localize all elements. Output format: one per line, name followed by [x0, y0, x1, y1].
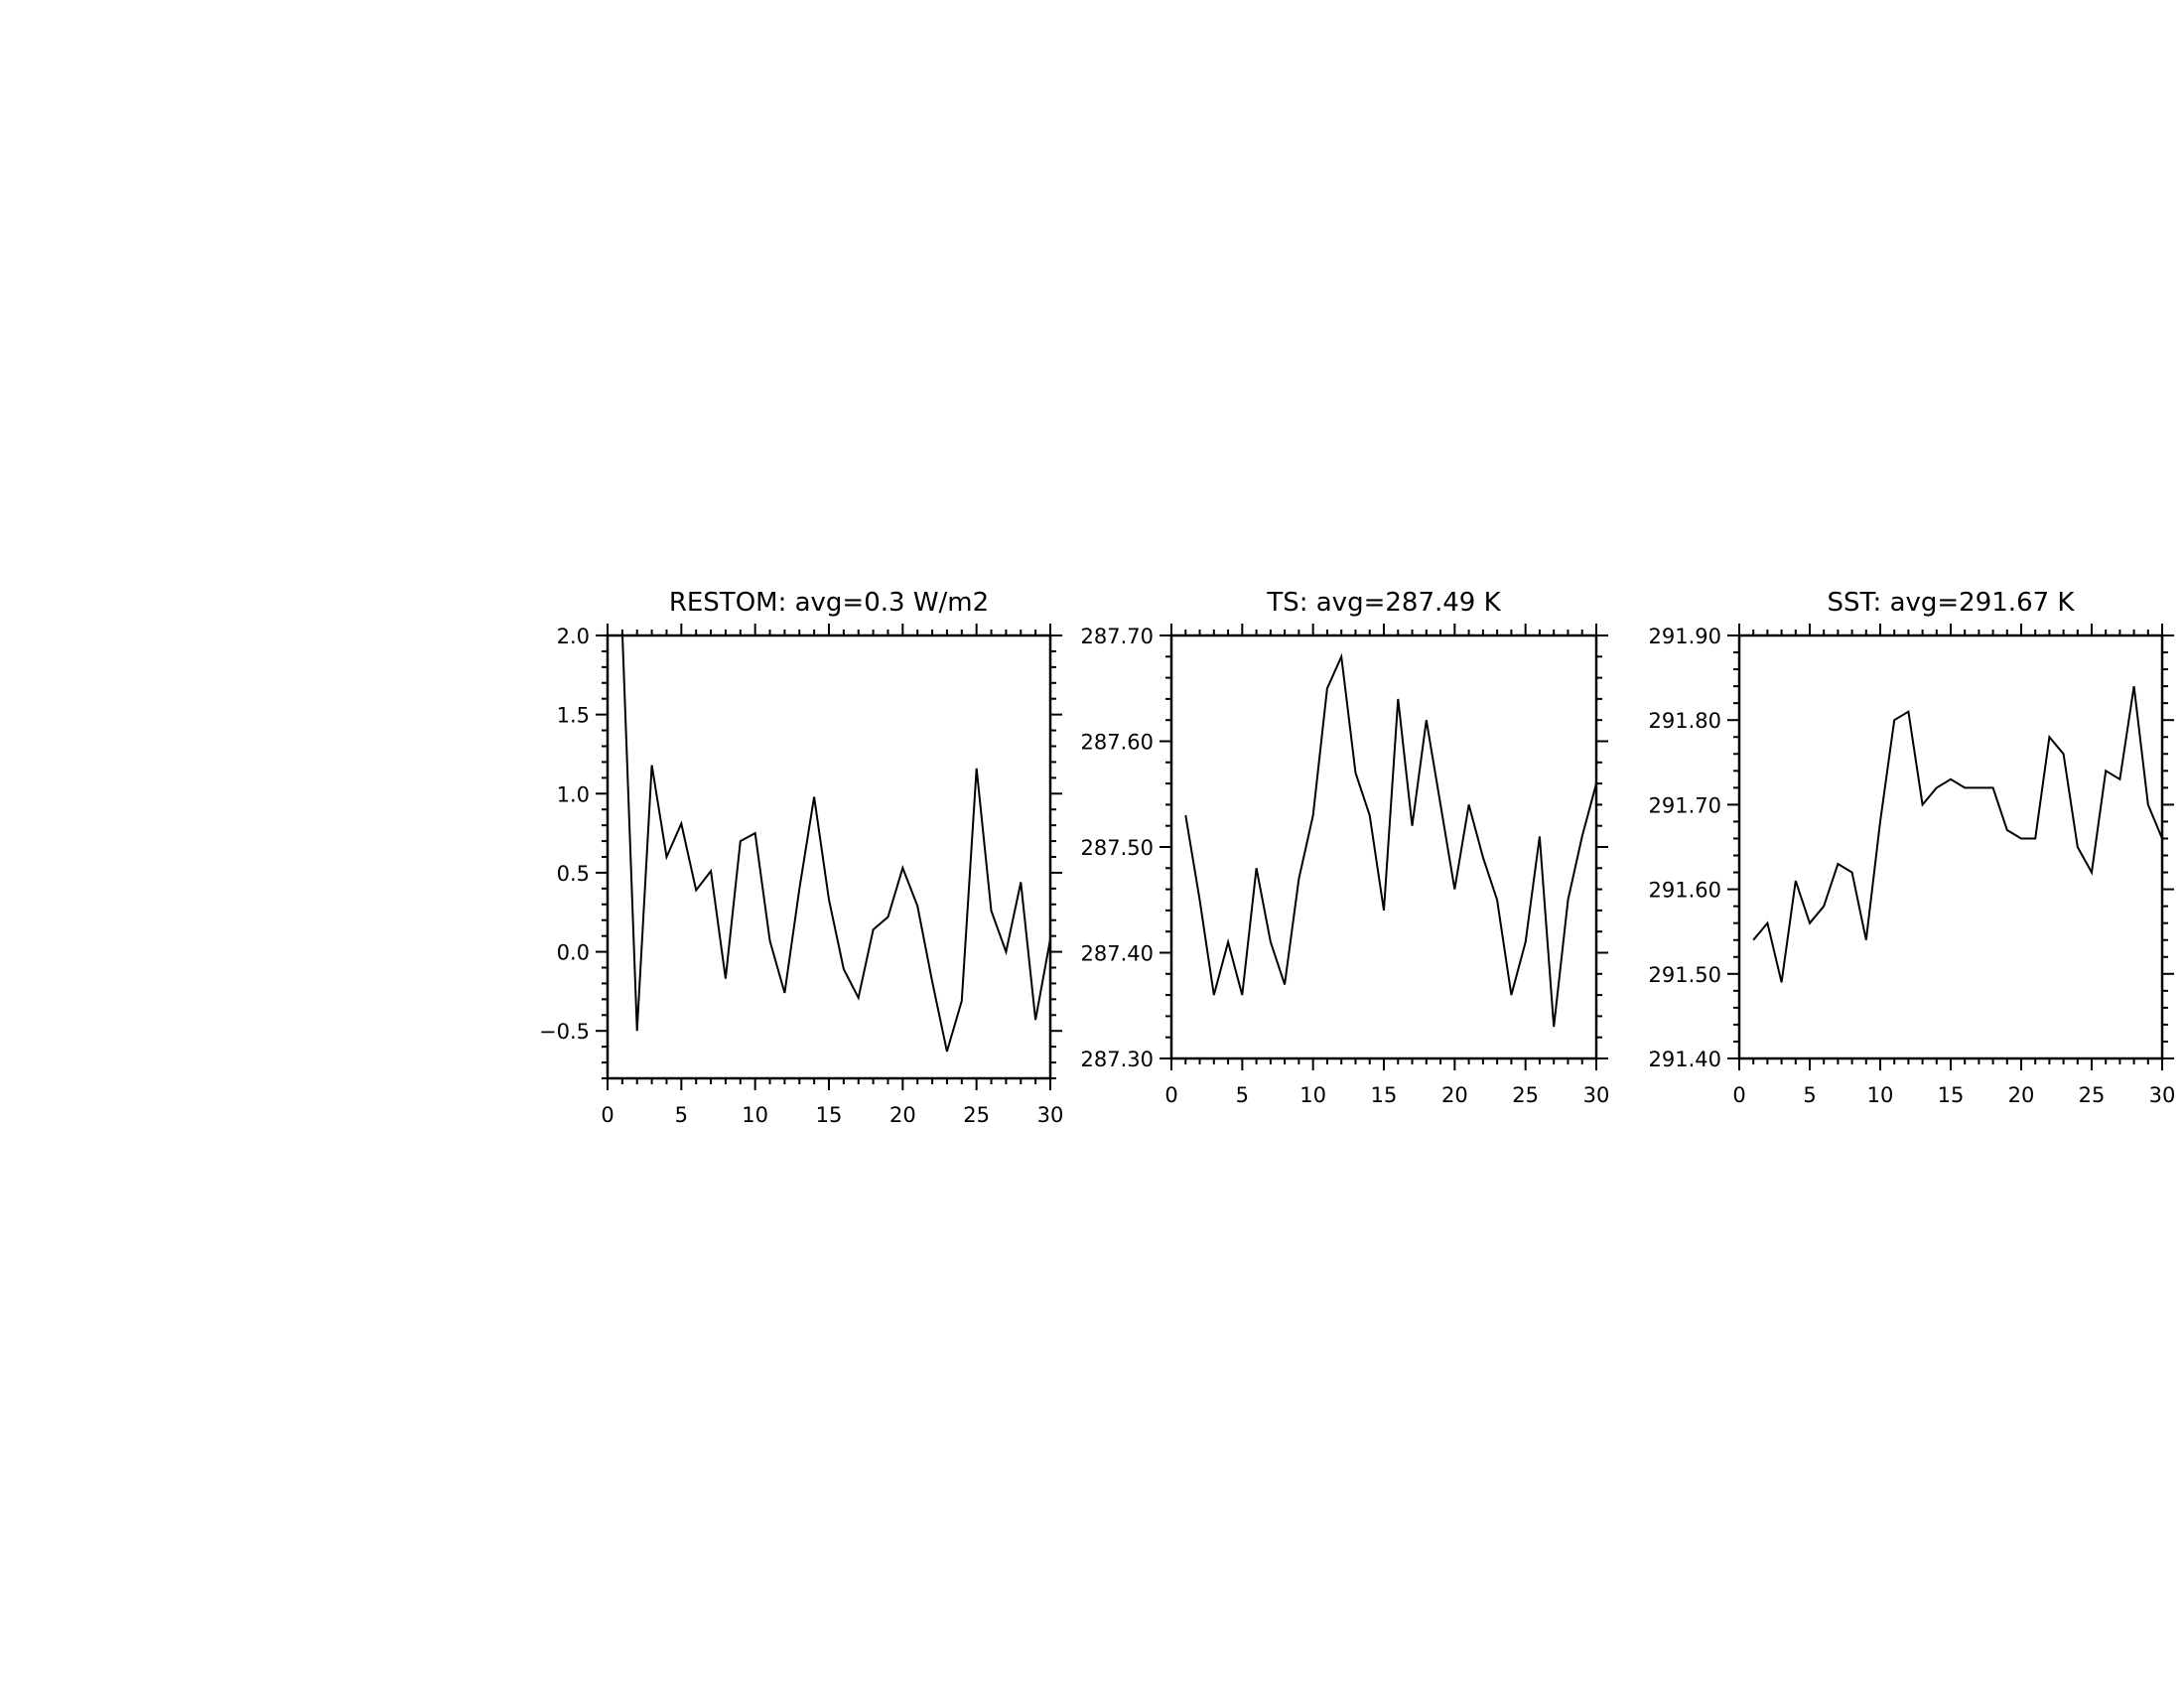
sst-panel: SST: avg=291.67 K 0 5 10 15 20 25 30 291.40 291.5… [1649, 588, 2176, 1107]
restom-y-tick-label: 0.5 [557, 862, 590, 886]
sst-y-tick-label: 291.50 [1649, 963, 1721, 987]
restom-x-tick-label: 5 [675, 1103, 688, 1127]
restom-x-tick-label: 10 [742, 1103, 768, 1127]
ts-panel: TS: avg=287.49 K 0 5 10 15 20 25 30 287.30 287.40… [1081, 588, 1610, 1107]
ts-x-tick-label: 5 [1236, 1083, 1249, 1107]
ts-title: TS: avg=287.49 K [1266, 588, 1501, 618]
restom-x-tick-label: 25 [963, 1103, 990, 1127]
restom-x-tick-label: 15 [816, 1103, 843, 1127]
sst-x-tick-label: 5 [1803, 1083, 1816, 1107]
ts-y-tick-label: 287.60 [1081, 731, 1154, 755]
restom-x-tick-label: 20 [889, 1103, 916, 1127]
ts-plot-frame [1169, 633, 1598, 1060]
restom-y-tick-label: 0.0 [557, 941, 590, 965]
restom-y-tick-label: 1.0 [557, 782, 590, 806]
restom-panel: RESTOM: avg=0.3 W/m2 0 5 10 15 20 25 30 −0.5 0.0 0… [539, 588, 1063, 1127]
restom-title: RESTOM: avg=0.3 W/m2 [669, 588, 989, 618]
sst-plot-frame [1737, 633, 2164, 1060]
ts-y-tick-label: 287.40 [1081, 942, 1154, 966]
ts-x-tick-label: 15 [1371, 1083, 1398, 1107]
sst-x-tick-label: 30 [2149, 1083, 2176, 1107]
sst-x-tick-label: 25 [2079, 1083, 2106, 1107]
sst-y-tick-label: 291.90 [1649, 625, 1721, 648]
restom-plot-frame [606, 633, 1052, 1080]
ts-y-tick-label: 287.50 [1081, 836, 1154, 860]
ts-x-tick-label: 20 [1441, 1083, 1468, 1107]
ts-x-tick-label: 0 [1164, 1083, 1177, 1107]
ts-x-tick-label: 10 [1299, 1083, 1326, 1107]
ts-series-line [1184, 652, 1596, 1028]
restom-x-tick-label: 30 [1037, 1103, 1064, 1127]
sst-y-tick-label: 291.80 [1649, 709, 1721, 733]
sst-x-tick-label: 15 [1938, 1083, 1965, 1107]
sst-y-tick-label: 291.60 [1649, 879, 1721, 903]
restom-y-tick-label: 2.0 [557, 625, 590, 648]
sst-title: SST: avg=291.67 K [1828, 588, 2076, 618]
sst-y-tick-label: 291.70 [1649, 793, 1721, 817]
sst-y-tick-label: 291.40 [1649, 1048, 1721, 1071]
sst-series-line [1752, 685, 2162, 983]
ts-y-tick-label: 287.70 [1081, 625, 1154, 648]
restom-x-tick-label: 0 [601, 1103, 614, 1127]
sst-x-tick-label: 0 [1732, 1083, 1745, 1107]
sst-x-tick-label: 20 [2008, 1083, 2035, 1107]
ts-y-tick-label: 287.30 [1081, 1048, 1154, 1071]
sst-x-tick-label: 10 [1867, 1083, 1894, 1107]
restom-y-tick-label: −0.5 [539, 1020, 590, 1044]
ts-x-tick-label: 25 [1512, 1083, 1539, 1107]
ts-x-tick-label: 30 [1583, 1083, 1610, 1107]
restom-series-line [621, 635, 1050, 1053]
restom-y-tick-label: 1.5 [557, 704, 590, 728]
